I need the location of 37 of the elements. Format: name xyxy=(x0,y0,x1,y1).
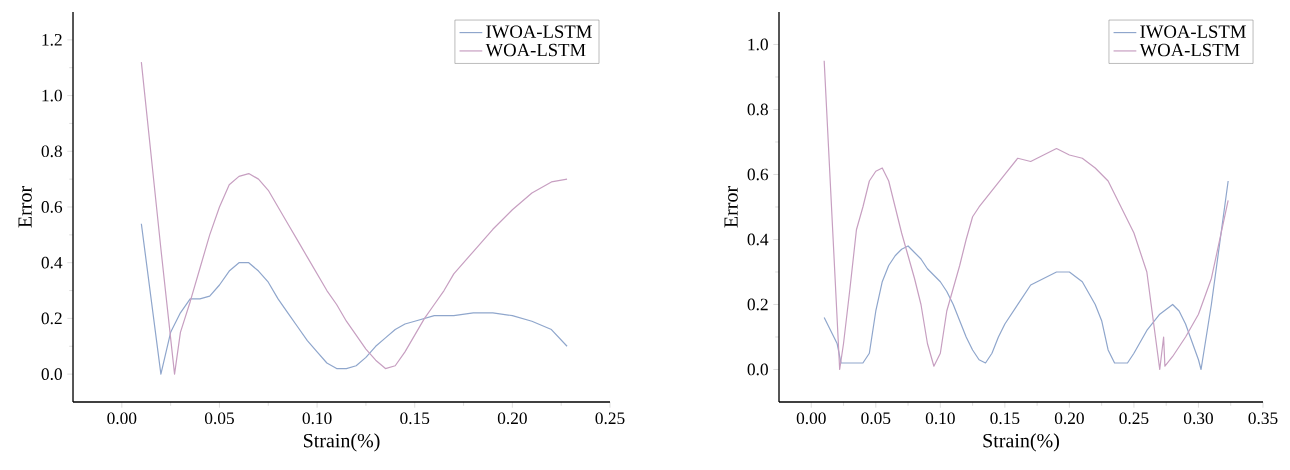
x-tick-label: 0.25 xyxy=(1119,412,1149,425)
y-tick-label: 0.8 xyxy=(41,145,62,158)
legend-label: IWOA-LSTM xyxy=(1140,25,1246,39)
y-tick-label: 0.2 xyxy=(747,298,768,311)
x-tick-label: 0.35 xyxy=(1248,412,1278,425)
y-tick-label: 0.2 xyxy=(41,312,62,325)
x-tick-label: 0.30 xyxy=(1183,412,1213,425)
y-tick-label: 1.0 xyxy=(42,89,62,102)
x-tick-label: 0.00 xyxy=(107,412,137,425)
x-tick-label: 0.05 xyxy=(204,412,234,425)
x-tick-label: 0.15 xyxy=(990,412,1020,425)
line-series xyxy=(823,60,1229,371)
y-tick-label: 1.0 xyxy=(748,38,768,51)
y-tick-label: 0.0 xyxy=(747,363,768,376)
x-tick-label: 0.10 xyxy=(302,412,332,425)
legend-label: IWOA-LSTM xyxy=(486,25,592,39)
x-tick-label: 0.20 xyxy=(1054,412,1084,425)
y-tick-label: 0.4 xyxy=(41,256,63,269)
x-tick-label: 0.20 xyxy=(497,412,527,425)
y-tick-label: 0.4 xyxy=(747,233,769,246)
y-tick-label: 1.2 xyxy=(42,33,62,46)
y-axis-title: Error xyxy=(18,186,32,228)
y-tick-label: 0.0 xyxy=(41,368,62,381)
legend-label: WOA-LSTM xyxy=(1139,43,1240,57)
x-axis-title: Strain(%) xyxy=(303,433,380,452)
x-tick-label: 0.05 xyxy=(861,412,891,425)
y-tick-label: 0.6 xyxy=(747,168,769,181)
legend-label: WOA-LSTM xyxy=(485,43,586,57)
x-axis-title: Strain(%) xyxy=(983,433,1059,452)
x-tick-label: 0.10 xyxy=(925,412,955,425)
line-series xyxy=(140,223,568,375)
y-axis-title: Error xyxy=(724,186,738,228)
y-tick-label: 0.6 xyxy=(41,201,63,213)
x-tick-label: 0.25 xyxy=(595,412,625,425)
x-tick-label: 0.15 xyxy=(400,412,430,425)
y-tick-label: 0.8 xyxy=(747,103,768,116)
x-tick-label: 0.00 xyxy=(796,412,826,425)
